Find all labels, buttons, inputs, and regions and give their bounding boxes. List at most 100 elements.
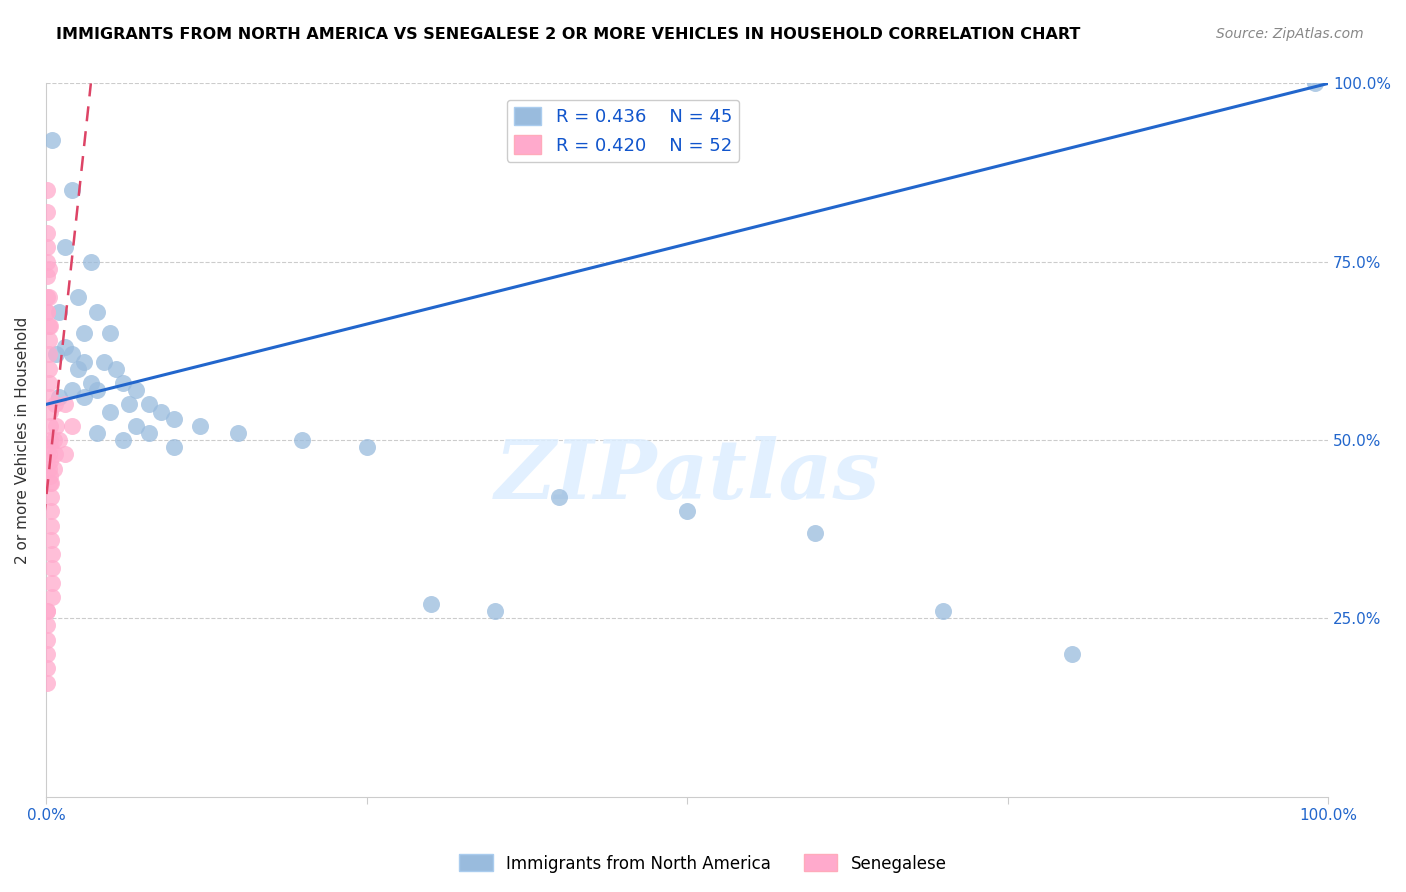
- Point: [42, 461, 65, 475]
- Point: [38, 347, 60, 361]
- Point: [45, 418, 67, 433]
- Point: [86, 304, 108, 318]
- Point: [37, 254, 59, 268]
- Point: [38, 475, 60, 490]
- Point: [138, 397, 160, 411]
- Point: [39, 533, 62, 547]
- Point: [37, 661, 59, 675]
- Point: [37, 304, 59, 318]
- Point: [226, 425, 249, 440]
- Point: [37, 675, 59, 690]
- Point: [547, 490, 569, 504]
- Point: [66, 361, 89, 376]
- Point: [37, 240, 59, 254]
- Point: [38, 447, 60, 461]
- Point: [38, 433, 60, 447]
- Point: [41, 575, 63, 590]
- Point: [111, 376, 134, 390]
- Point: [676, 504, 699, 518]
- Point: [37, 618, 59, 632]
- Point: [44, 447, 66, 461]
- Point: [41, 134, 63, 148]
- Point: [37, 304, 59, 318]
- Legend: Immigrants from North America, Senegalese: Immigrants from North America, Senegales…: [453, 847, 953, 880]
- Y-axis label: 2 or more Vehicles in Household: 2 or more Vehicles in Household: [15, 317, 30, 564]
- Point: [38, 440, 60, 454]
- Point: [80, 254, 103, 268]
- Point: [37, 647, 59, 661]
- Point: [38, 318, 60, 333]
- Point: [73, 390, 96, 404]
- Point: [38, 376, 60, 390]
- Point: [38, 290, 60, 304]
- Point: [1305, 77, 1327, 91]
- Point: [60, 383, 83, 397]
- Point: [44, 397, 66, 411]
- Point: [98, 404, 121, 418]
- Point: [86, 425, 108, 440]
- Point: [39, 490, 62, 504]
- Point: [37, 183, 59, 197]
- Point: [484, 604, 506, 618]
- Point: [138, 425, 160, 440]
- Point: [66, 290, 89, 304]
- Point: [419, 597, 441, 611]
- Point: [93, 354, 115, 368]
- Point: [73, 326, 96, 340]
- Point: [38, 468, 60, 483]
- Point: [111, 433, 134, 447]
- Point: [48, 433, 70, 447]
- Point: [37, 290, 59, 304]
- Point: [37, 268, 59, 283]
- Text: ZIPatlas: ZIPatlas: [495, 435, 880, 516]
- Point: [39, 504, 62, 518]
- Point: [38, 461, 60, 475]
- Point: [53, 240, 76, 254]
- Point: [39, 518, 62, 533]
- Point: [37, 226, 59, 240]
- Point: [932, 604, 955, 618]
- Point: [60, 418, 83, 433]
- Point: [80, 376, 103, 390]
- Point: [37, 604, 59, 618]
- Point: [53, 340, 76, 354]
- Point: [38, 454, 60, 468]
- Point: [41, 561, 63, 575]
- Point: [48, 304, 70, 318]
- Point: [125, 383, 148, 397]
- Point: [38, 361, 60, 376]
- Point: [53, 447, 76, 461]
- Point: [804, 525, 827, 540]
- Point: [41, 547, 63, 561]
- Point: [60, 347, 83, 361]
- Point: [150, 404, 173, 418]
- Point: [37, 604, 59, 618]
- Point: [60, 183, 83, 197]
- Point: [38, 261, 60, 276]
- Point: [48, 390, 70, 404]
- Point: [356, 440, 378, 454]
- Point: [38, 390, 60, 404]
- Point: [98, 326, 121, 340]
- Legend: R = 0.436    N = 45, R = 0.420    N = 52: R = 0.436 N = 45, R = 0.420 N = 52: [506, 100, 740, 161]
- Point: [37, 632, 59, 647]
- Point: [38, 418, 60, 433]
- Point: [38, 318, 60, 333]
- Point: [118, 397, 141, 411]
- Point: [37, 204, 59, 219]
- Point: [42, 433, 65, 447]
- Text: Source: ZipAtlas.com: Source: ZipAtlas.com: [1216, 27, 1364, 41]
- Point: [45, 347, 67, 361]
- Point: [105, 361, 128, 376]
- Point: [163, 411, 186, 425]
- Point: [73, 354, 96, 368]
- Point: [38, 333, 60, 347]
- Point: [188, 418, 211, 433]
- Point: [163, 440, 186, 454]
- Point: [38, 404, 60, 418]
- Point: [39, 475, 62, 490]
- Point: [86, 383, 108, 397]
- Point: [1060, 647, 1083, 661]
- Point: [53, 397, 76, 411]
- Point: [41, 590, 63, 604]
